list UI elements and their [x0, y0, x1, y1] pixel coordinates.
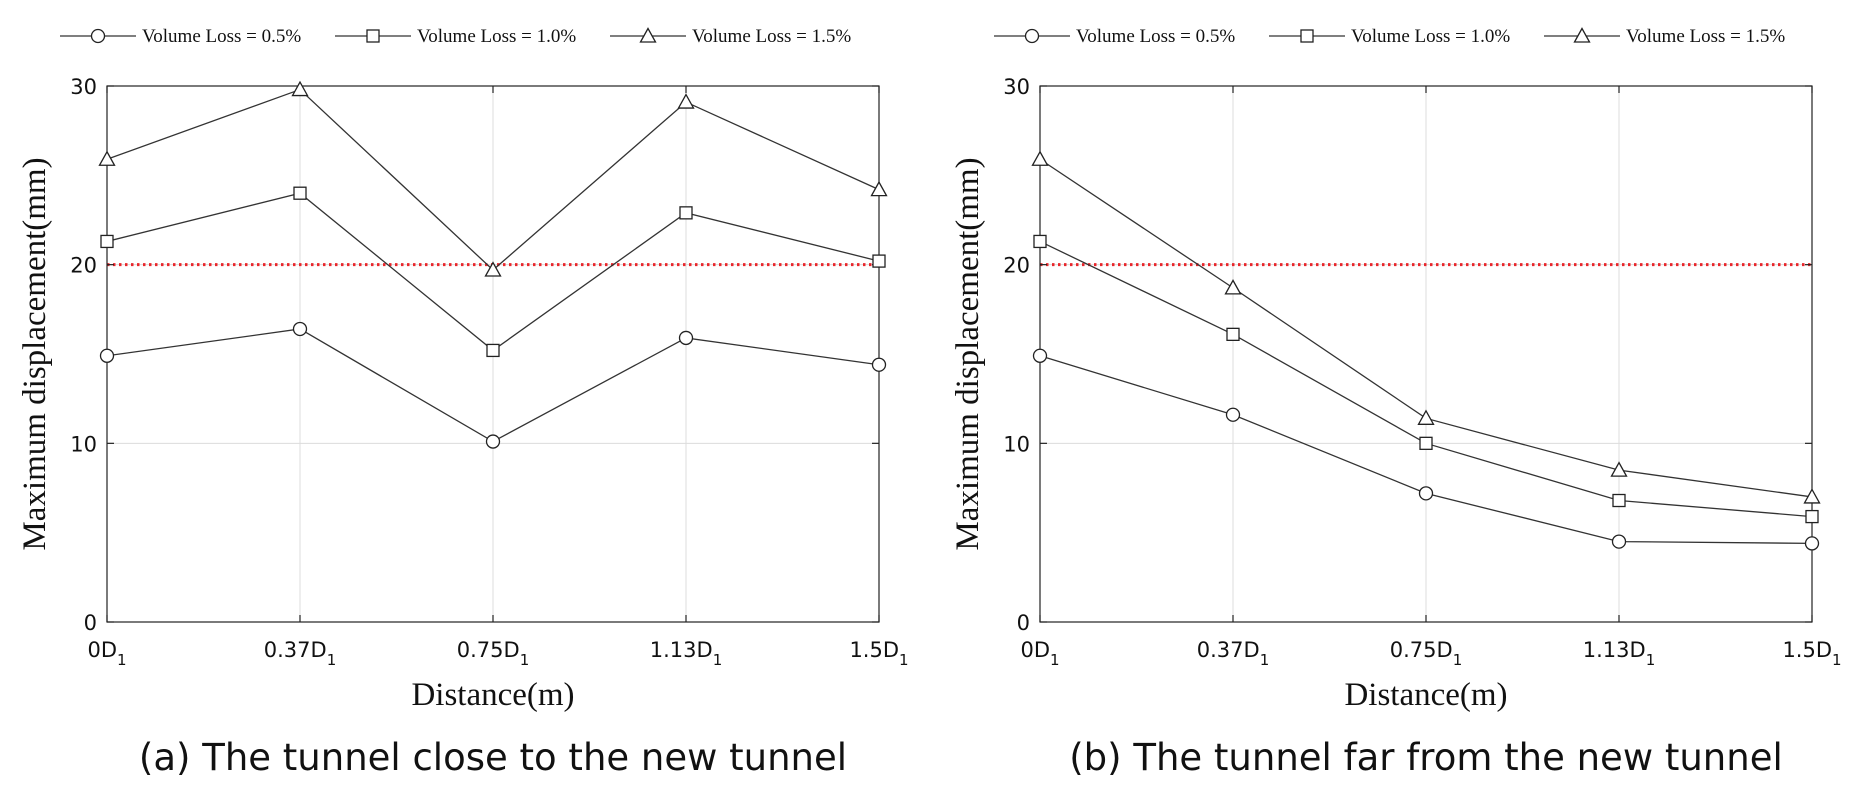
data-point-square — [100, 234, 114, 249]
x-tick-label: 0.37D1 — [1197, 638, 1269, 669]
y-tick-label: 10 — [70, 432, 97, 456]
x-tick-label: 1.5D1 — [849, 638, 908, 669]
data-point-triangle — [1031, 150, 1049, 166]
chart-panel-b: 0D1 0.37D1 0.75D1 1.13D1 1.5D1 0 10 20 30 Distanc… — [950, 26, 1842, 779]
data-point-triangle — [1224, 279, 1242, 295]
data-point-circle — [678, 330, 694, 346]
legend-label: Volume Loss = 1.0% — [1351, 26, 1510, 47]
data-point-square — [1419, 436, 1433, 450]
y-tick-label: 0 — [84, 611, 97, 635]
data-point-triangle — [1803, 488, 1821, 504]
data-point-triangle — [291, 80, 309, 97]
data-point-circle — [871, 357, 887, 372]
legend-entry: Volume Loss = 1.0% — [335, 26, 576, 47]
legend-label: Volume Loss = 1.5% — [692, 26, 851, 47]
legend-marker-circle — [90, 28, 106, 44]
data-point-circle — [1611, 534, 1627, 549]
y-axis-title: Maximum displacement(mm) — [950, 157, 986, 550]
data-point-triangle — [98, 150, 116, 166]
data-point-triangle — [1417, 409, 1435, 425]
x-tick-label: 0D1 — [1020, 638, 1059, 669]
legend-entry: Volume Loss = 1.5% — [1544, 26, 1785, 47]
data-point-triangle — [1610, 461, 1628, 477]
data-point-circle — [1225, 407, 1241, 422]
data-point-square — [872, 254, 886, 268]
y-tick-label: 30 — [1003, 75, 1030, 99]
data-point-circle — [485, 434, 501, 449]
data-point-circle — [1418, 486, 1434, 501]
legend-marker-square — [1300, 29, 1314, 43]
x-axis-title: Distance(m) — [1344, 677, 1507, 713]
data-point-circle — [99, 348, 115, 363]
x-tick-label: 1.5D1 — [1782, 638, 1841, 669]
legend-entry: Volume Loss = 1.0% — [1269, 26, 1510, 47]
data-point-circle — [292, 321, 308, 337]
data-point-square — [1612, 493, 1626, 508]
y-tick-label: 20 — [70, 254, 97, 278]
x-tick-label: 1.13D1 — [650, 638, 722, 669]
legend-marker-triangle — [1573, 27, 1591, 43]
legend-marker-circle — [1024, 28, 1040, 44]
y-tick-label: 10 — [1003, 432, 1030, 456]
legend-entry: Volume Loss = 0.5% — [994, 26, 1235, 47]
x-axis-title: Distance(m) — [411, 677, 574, 713]
legend-label: Volume Loss = 0.5% — [1076, 26, 1235, 47]
legend-label: Volume Loss = 1.5% — [1626, 26, 1785, 47]
legend-marker-square — [366, 29, 380, 43]
data-point-circle — [1032, 348, 1048, 363]
legend-entry: Volume Loss = 0.5% — [60, 26, 301, 47]
data-point-circle — [1804, 536, 1820, 551]
data-point-square — [293, 186, 307, 200]
legend-marker-triangle — [639, 27, 657, 43]
data-point-triangle — [870, 180, 888, 197]
x-tick-label: 1.13D1 — [1583, 638, 1655, 669]
data-point-square — [1805, 509, 1819, 524]
x-tick-label: 0.75D1 — [1390, 638, 1462, 669]
panel-caption: (b) The tunnel far from the new tunnel — [1069, 736, 1783, 779]
x-tick-label: 0D1 — [87, 638, 126, 669]
data-point-square — [486, 343, 500, 358]
legend-label: Volume Loss = 1.0% — [417, 26, 576, 47]
y-axis-title: Maximum displacement(mm) — [17, 157, 53, 550]
x-tick-label: 0.37D1 — [264, 638, 336, 669]
chart-panel-a: 0D1 0.37D1 0.75D1 1.13D1 1.5D1 0 10 20 30 Distanc… — [17, 26, 909, 779]
y-tick-label: 20 — [1003, 254, 1030, 278]
x-tick-label: 0.75D1 — [457, 638, 529, 669]
y-tick-label: 30 — [70, 75, 97, 99]
y-tick-label: 0 — [1017, 611, 1030, 635]
data-point-square — [1226, 327, 1240, 341]
data-point-square — [679, 206, 693, 220]
panel-caption: (a) The tunnel close to the new tunnel — [139, 736, 847, 779]
data-point-square — [1033, 234, 1047, 249]
legend-label: Volume Loss = 0.5% — [142, 26, 301, 47]
data-point-triangle — [484, 261, 502, 277]
data-point-triangle — [677, 93, 695, 109]
legend-entry: Volume Loss = 1.5% — [610, 26, 851, 47]
